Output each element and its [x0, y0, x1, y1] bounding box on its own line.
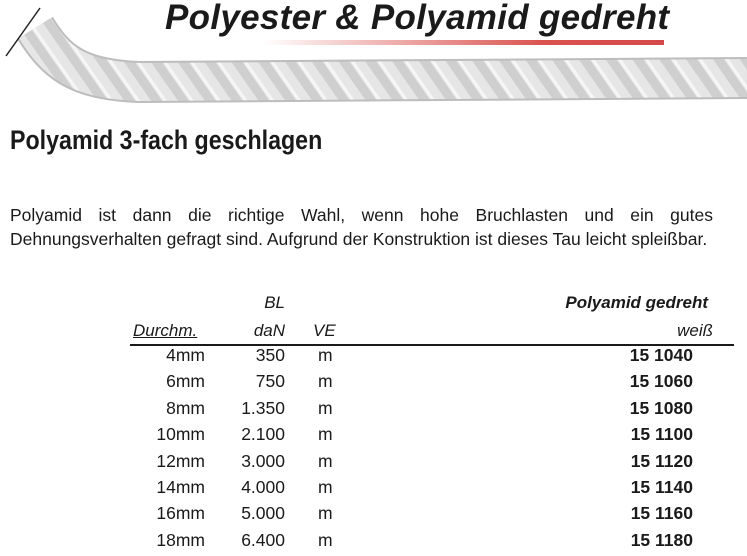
table-row: 10mm 2.100 m 15 1100: [0, 424, 747, 450]
article-number-cell: 15 1060: [629, 371, 693, 392]
header-bl: BL: [264, 293, 285, 312]
article-number-cell: 15 1140: [630, 477, 693, 497]
header-ve: VE: [313, 321, 336, 340]
unit-cell: m: [318, 503, 333, 524]
article-number-cell: 15 1160: [630, 503, 693, 524]
header-product: Polyamid gedreht: [565, 293, 708, 312]
table-header-rule: [130, 344, 734, 346]
table-row: 16mm 5.000 m 15 1160: [0, 503, 747, 529]
diameter-cell: 12mm: [156, 450, 205, 471]
breaking-load-cell: 6.400: [241, 529, 285, 550]
breaking-load-cell: 4.000: [241, 477, 285, 497]
table-row: 4mm 350 m 15 1040: [0, 345, 747, 371]
unit-cell: m: [318, 397, 333, 418]
breaking-load-cell: 5.000: [241, 503, 285, 524]
unit-cell: m: [318, 424, 333, 445]
breaking-load-cell: 750: [255, 371, 285, 392]
diameter-cell: 6mm: [166, 371, 205, 392]
breaking-load-cell: 2.100: [241, 424, 285, 445]
section-description: Polyamid ist dann die richtige Wahl, wen…: [10, 205, 713, 249]
unit-cell: m: [318, 529, 333, 550]
rope-image: [5, 7, 747, 104]
title-accent-bar: [262, 40, 664, 45]
unit-cell: m: [318, 345, 333, 365]
article-number-cell: 15 1100: [630, 424, 693, 445]
page-title: Polyester & Polyamid gedreht: [165, 0, 670, 37]
section-heading: Polyamid 3-fach geschlagen: [10, 125, 323, 155]
table-row: 6mm 750 m 15 1060: [0, 371, 747, 397]
article-number-cell: 15 1120: [630, 450, 693, 471]
article-number-cell: 15 1040: [629, 345, 693, 365]
breaking-load-cell: 350: [255, 345, 285, 365]
diameter-cell: 8mm: [166, 397, 205, 418]
diameter-cell: 16mm: [156, 503, 205, 524]
breaking-load-cell: 3.000: [241, 450, 285, 471]
diameter-cell: 4mm: [166, 345, 205, 365]
unit-cell: m: [318, 477, 333, 497]
table-row: 18mm 6.400 m 15 1180: [0, 530, 747, 556]
table-row: 8mm 1.350 m 15 1080: [0, 398, 747, 424]
header-dan: daN: [253, 321, 285, 340]
header-diameter: Durchm.: [133, 321, 198, 340]
diameter-cell: 14mm: [156, 477, 205, 497]
unit-cell: m: [318, 371, 333, 392]
header-color: weiß: [677, 321, 713, 340]
article-number-cell: 15 1180: [630, 529, 693, 550]
article-number-cell: 15 1080: [629, 397, 693, 418]
table-row: 14mm 4.000 m 15 1140: [0, 477, 747, 503]
breaking-load-cell: 1.350: [241, 397, 285, 418]
diameter-cell: 10mm: [156, 424, 205, 445]
unit-cell: m: [318, 450, 333, 471]
diameter-cell: 18mm: [156, 529, 205, 550]
table-row: 12mm 3.000 m 15 1120: [0, 451, 747, 477]
